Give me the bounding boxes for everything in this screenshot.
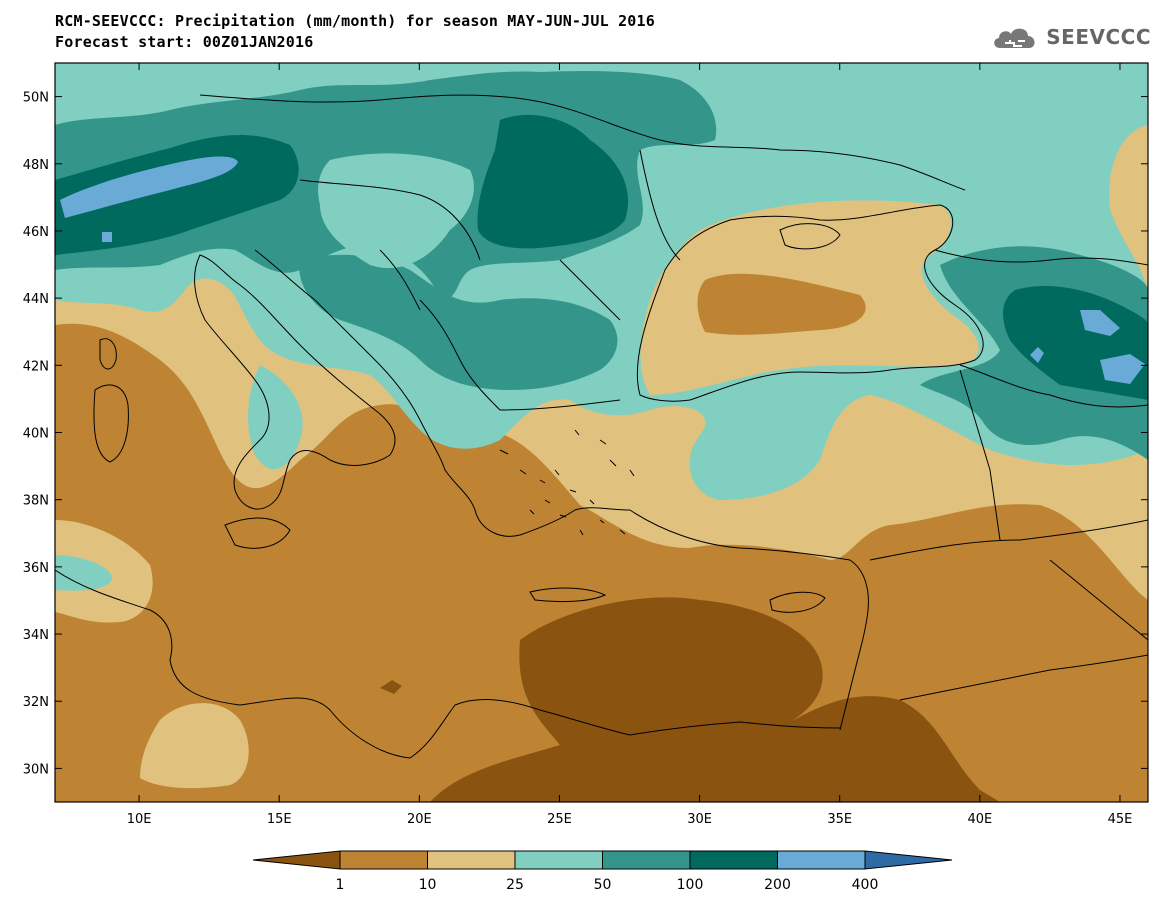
extreme-region: [60, 156, 238, 218]
map-plot-area: [55, 63, 1148, 802]
lat-tick-label: 48N: [23, 158, 49, 173]
country-borders: [199, 94, 966, 411]
wettest-region: [477, 114, 629, 249]
wettest-region: [55, 134, 299, 255]
lat-tick-label: 40N: [23, 427, 49, 442]
colorbar-level-label: 25: [506, 877, 524, 893]
extreme-region: [1100, 354, 1145, 384]
colorbar-swatch: [689, 850, 778, 870]
lat-tick-label: 36N: [23, 561, 49, 576]
colorbar-level-label: 10: [419, 877, 437, 893]
anatolia-coastline: [629, 509, 869, 731]
very-dry-region: [697, 273, 866, 335]
map-title: RCM-SEEVCCC: Precipitation (mm/month) fo…: [55, 12, 655, 30]
cloud-icon: [994, 28, 1035, 48]
wet-region: [55, 555, 112, 591]
lat-tick-label: 42N: [23, 359, 49, 374]
lat-tick-label: 50N: [23, 91, 49, 106]
colorbar-swatch: [427, 850, 516, 870]
lon-tick-label: 45E: [1108, 812, 1133, 827]
logo-text: SEEVCCC: [1046, 25, 1151, 49]
crete-coastline: [529, 587, 607, 603]
sicily-coastline: [224, 517, 291, 549]
lat-tick-label: 38N: [23, 494, 49, 509]
colorbar-swatch: [602, 850, 691, 870]
lat-tick-label: 30N: [23, 762, 49, 777]
seevccc-logo: SEEVCCC: [990, 22, 1151, 52]
lat-tick-label: 46N: [23, 225, 49, 240]
cyprus-coastline: [769, 591, 826, 613]
lon-tick-label: 20E: [407, 812, 432, 827]
wet-region: [318, 153, 474, 269]
map-axes: 10E 15E 20E 25E 30E 35E 40E 45E 30N 32N 34N 36N 38N 4…: [23, 63, 1148, 827]
crimea-coastline: [779, 223, 841, 250]
colorbar-level-label: 1: [336, 877, 345, 893]
colorbar-level-label: 50: [594, 877, 612, 893]
aegean-islands: [499, 429, 635, 536]
colorbar-level-label: 200: [764, 877, 791, 893]
lon-tick-label: 35E: [827, 812, 852, 827]
sardinia-coastline: [93, 384, 129, 463]
north-africa-coastline: [55, 569, 841, 759]
colorbar-swatch: [339, 850, 428, 870]
forecast-start-label: Forecast start: 00Z01JAN2016: [55, 33, 314, 51]
country-borders: [869, 249, 1148, 701]
coastlines: [55, 94, 1148, 759]
lon-tick-label: 25E: [547, 812, 572, 827]
very-dry-region: [380, 680, 402, 694]
very-dry-region: [430, 597, 1000, 802]
colorbar-level-label: 400: [852, 877, 879, 893]
black-sea-coastline: [636, 204, 984, 402]
very-wet-region: [299, 254, 618, 390]
lon-tick-label: 15E: [267, 812, 292, 827]
colorbar-level-label: 100: [677, 877, 704, 893]
moderate-region: [140, 703, 249, 789]
lat-tick-label: 44N: [23, 292, 49, 307]
colorbar-swatch: [777, 850, 866, 870]
lon-tick-label: 10E: [127, 812, 152, 827]
lat-tick-label: 32N: [23, 695, 49, 710]
corsica-coastline: [99, 338, 117, 370]
colorbar-max-triangle: [864, 850, 953, 870]
lon-tick-label: 40E: [967, 812, 992, 827]
colorbar-min-triangle: [252, 850, 341, 870]
extreme-region: [102, 232, 112, 242]
italy-coastline: [194, 254, 396, 510]
extreme-region: [1080, 310, 1120, 336]
lat-tick-label: 34N: [23, 628, 49, 643]
colorbar-swatch: [514, 850, 603, 870]
colorbar: 1 10 25 50 100 200 400: [252, 850, 953, 893]
lon-tick-label: 30E: [687, 812, 712, 827]
extreme-region: [1030, 347, 1044, 363]
balkan-coastline: [254, 249, 631, 537]
